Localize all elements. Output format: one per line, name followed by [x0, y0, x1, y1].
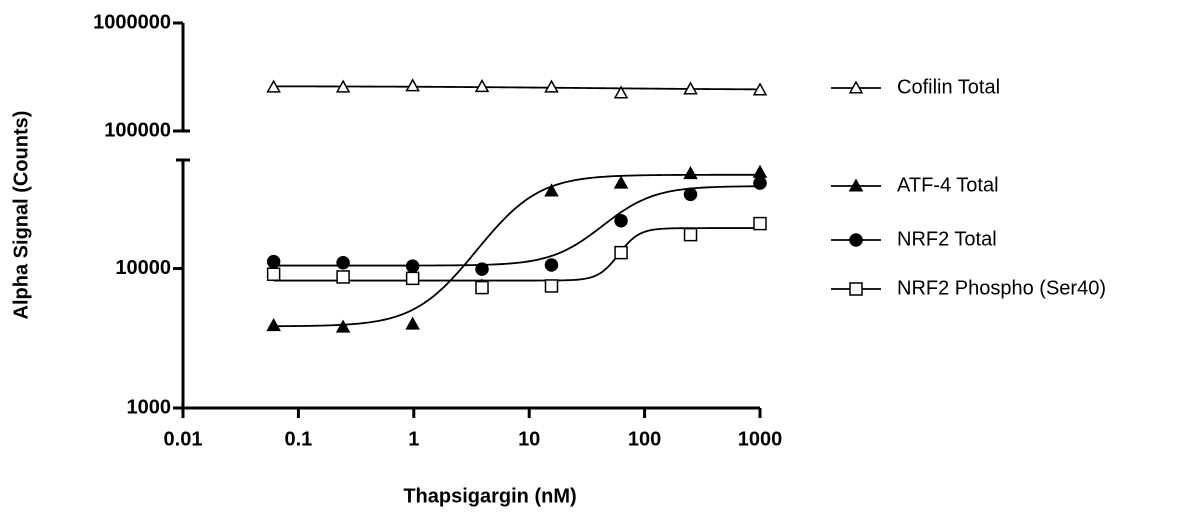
marker	[475, 262, 489, 276]
marker	[613, 85, 629, 99]
marker	[683, 227, 698, 242]
marker	[753, 176, 767, 190]
legend-marker	[848, 80, 864, 94]
legend-label: NRF2 Total	[897, 228, 997, 250]
x-axis-title: Thapsigargin (nM)	[403, 485, 576, 507]
marker	[405, 316, 420, 330]
marker	[266, 267, 281, 281]
y-tick-label: 1000	[127, 396, 172, 418]
marker	[614, 214, 628, 228]
fit-curve	[273, 173, 760, 328]
marker	[683, 187, 698, 202]
x-tick-label: 1	[408, 428, 419, 450]
marker	[544, 183, 559, 197]
legend-marker	[849, 282, 863, 296]
marker	[753, 216, 767, 231]
marker	[544, 279, 559, 293]
y-tick-label: 1000000	[93, 11, 171, 33]
x-tick-label: 10	[518, 428, 540, 450]
y-tick-label: 10000	[115, 257, 171, 279]
marker	[683, 81, 698, 95]
marker	[544, 79, 559, 93]
marker	[614, 245, 628, 260]
legend-marker	[849, 233, 863, 247]
marker	[475, 280, 489, 295]
axes	[176, 23, 760, 410]
marker	[405, 78, 420, 92]
marker	[335, 79, 351, 93]
marker	[336, 256, 350, 270]
marker	[613, 175, 629, 189]
legend-label: ATF-4 Total	[897, 174, 999, 196]
marker	[752, 82, 768, 96]
x-tick-label: 0.1	[284, 428, 312, 450]
marker	[474, 79, 490, 93]
marker	[544, 258, 559, 272]
fit-curve	[273, 227, 760, 282]
marker	[405, 259, 420, 273]
marker	[336, 270, 350, 284]
marker	[266, 318, 281, 332]
marker	[683, 165, 698, 180]
legend-label: NRF2 Phospho (Ser40)	[897, 277, 1106, 299]
y-tick-label: 100000	[104, 119, 171, 141]
fit-curve	[273, 85, 761, 91]
y-axis-title: Alpha Signal (Counts)	[10, 111, 32, 320]
marker	[405, 271, 420, 286]
marker	[266, 79, 281, 93]
marker	[752, 164, 768, 178]
x-tick-label: 0.01	[164, 428, 203, 450]
legend-marker	[848, 178, 864, 192]
legend-label: Cofilin Total	[897, 76, 1000, 98]
x-tick-label: 1000	[738, 428, 783, 450]
marker	[335, 319, 351, 333]
x-tick-label: 100	[628, 428, 661, 450]
marker	[266, 254, 281, 269]
fit-curve	[273, 185, 761, 267]
